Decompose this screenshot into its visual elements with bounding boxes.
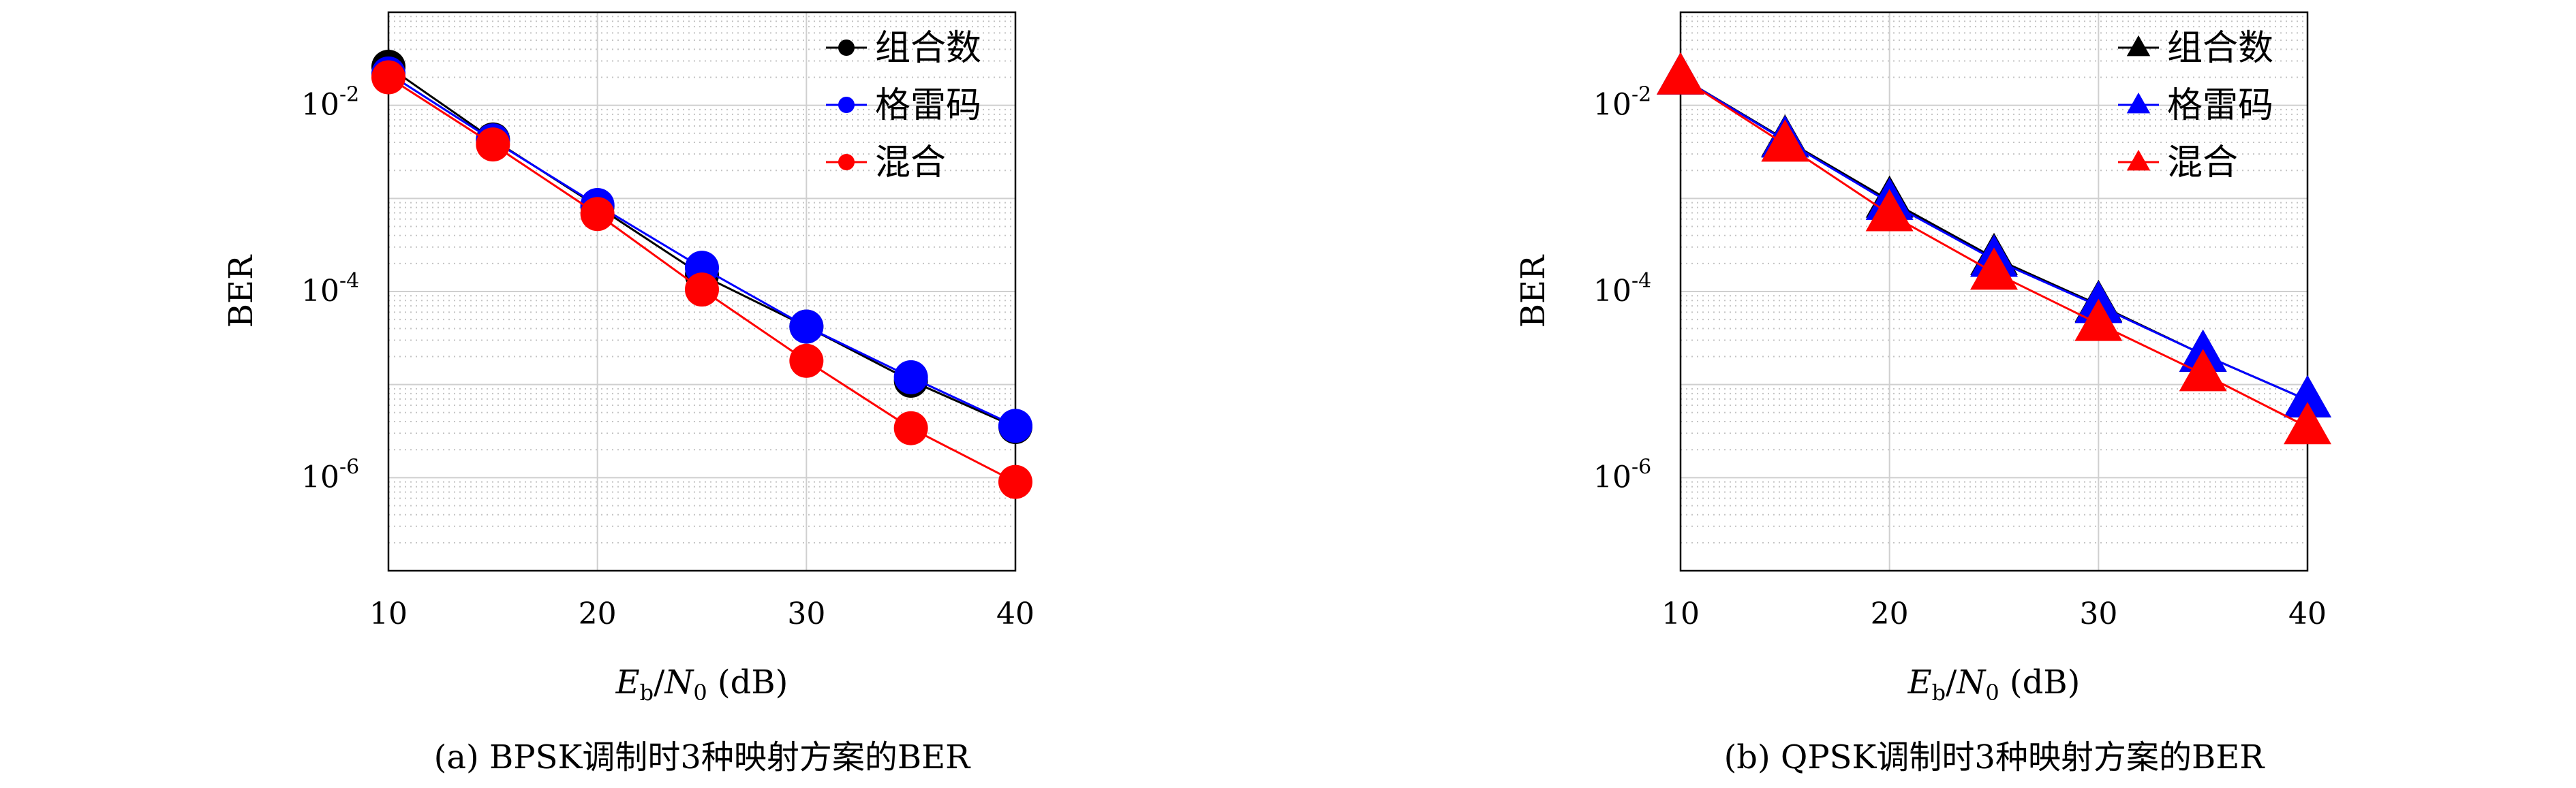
x-axis-label-part: 0 (693, 680, 707, 706)
data-point (371, 60, 405, 95)
data-point (893, 360, 928, 394)
data-point (998, 409, 1032, 443)
x-axis-label-part: 0 (1985, 680, 1999, 706)
legend-label: 组合数 (875, 28, 981, 69)
x-axis-label-part: E (1907, 663, 1932, 702)
data-point (789, 309, 824, 344)
data-point (1970, 247, 2018, 290)
x-axis-label-part: / (654, 663, 665, 702)
x-axis-label-part: b (1932, 680, 1946, 706)
x-axis-label: Eb/N0 (dB) (615, 663, 788, 706)
legend-label: 混合 (2167, 142, 2238, 183)
y-tick-label-base: 10 (1593, 274, 1631, 309)
y-tick-label-exponent: -4 (1631, 269, 1651, 293)
legend-label: 组合数 (2167, 28, 2273, 69)
y-tick-label-base: 10 (301, 460, 339, 494)
data-point (998, 464, 1032, 499)
y-tick-label-exponent: -2 (1631, 83, 1651, 107)
legend-marker (2126, 35, 2151, 57)
legend-label: 混合 (875, 142, 946, 183)
data-point (1761, 119, 1809, 162)
legend-marker (2126, 92, 2151, 114)
x-tick-label: 10 (369, 597, 408, 631)
legend-label: 格雷码 (875, 85, 981, 126)
x-tick-label: 40 (2288, 597, 2327, 631)
series-3 (1657, 52, 2331, 445)
data-point (893, 411, 928, 445)
legend-marker (838, 97, 855, 113)
data-point (685, 272, 719, 307)
y-axis-label: BER (1514, 254, 1552, 328)
x-tick-label: 20 (579, 597, 617, 631)
x-axis-label-part: (dB) (707, 663, 788, 702)
y-tick-label-exponent: -4 (339, 269, 359, 293)
axes-frame (1679, 11, 2309, 572)
data-point (2284, 402, 2331, 445)
data-point (476, 127, 510, 162)
data-point (1657, 52, 1704, 95)
x-axis-label-part: E (615, 663, 640, 702)
y-tick-label-exponent: -6 (339, 455, 359, 479)
data-point (789, 343, 824, 378)
x-axis-label-part: b (640, 680, 654, 706)
series-3 (371, 60, 1032, 499)
x-axis-label-part: / (1946, 663, 1957, 702)
x-axis-label: Eb/N0 (dB) (1907, 663, 2081, 706)
legend-marker (2126, 149, 2151, 171)
x-axis-label-part: N (1956, 663, 1987, 702)
legend-label: 格雷码 (2167, 85, 2273, 126)
y-tick-label-base: 10 (301, 88, 339, 123)
y-tick-label-base: 10 (301, 274, 339, 309)
x-axis-label-part: (dB) (1999, 663, 2081, 702)
panel-caption: (a) BPSK调制时3种映射方案的BER (434, 738, 971, 776)
panel-caption: (b) QPSK调制时3种映射方案的BER (1724, 738, 2266, 776)
data-point (2179, 349, 2227, 392)
x-axis-label-part: N (664, 663, 694, 702)
axes-frame (387, 11, 1017, 572)
y-tick-label-exponent: -6 (1631, 455, 1651, 479)
x-tick-label: 20 (1871, 597, 1909, 631)
y-tick-label-base: 10 (1593, 460, 1631, 494)
x-tick-label: 30 (787, 597, 825, 631)
data-point (2074, 298, 2123, 341)
x-tick-label: 10 (1661, 597, 1700, 631)
data-point (1865, 189, 1914, 232)
legend-marker (838, 40, 855, 56)
x-tick-label: 40 (996, 597, 1034, 631)
y-tick-label-base: 10 (1593, 88, 1631, 123)
legend-marker (838, 154, 855, 170)
data-point (580, 197, 615, 232)
y-tick-label-exponent: -2 (339, 83, 359, 107)
y-axis-label: BER (222, 254, 260, 328)
x-tick-label: 30 (2079, 597, 2117, 631)
